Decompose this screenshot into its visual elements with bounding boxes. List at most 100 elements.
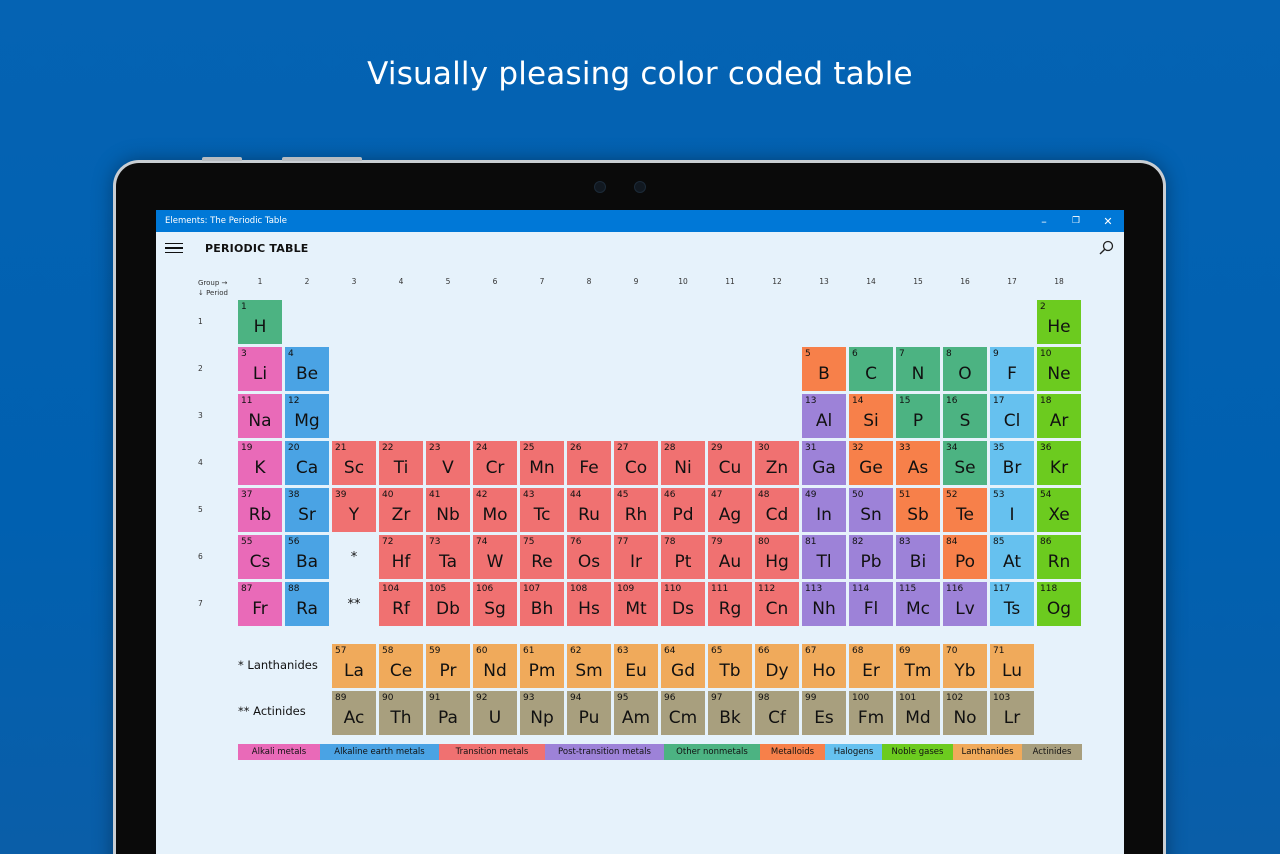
legend-item[interactable]: Halogens [825, 744, 882, 760]
element-cell[interactable]: 11 Na [238, 394, 282, 438]
element-cell[interactable]: 48 Cd [755, 488, 799, 532]
element-cell[interactable]: 99 Es [802, 691, 846, 735]
element-cell[interactable]: 28 Ni [661, 441, 705, 485]
element-cell[interactable]: 17 Cl [990, 394, 1034, 438]
element-cell[interactable]: 58 Ce [379, 644, 423, 688]
restore-button[interactable]: ❐ [1071, 216, 1081, 226]
element-cell[interactable]: 80 Hg [755, 535, 799, 579]
element-cell[interactable]: 91 Pa [426, 691, 470, 735]
legend-item[interactable]: Alkali metals [238, 744, 320, 760]
element-cell[interactable]: 86 Rn [1037, 535, 1081, 579]
element-cell[interactable]: 43 Tc [520, 488, 564, 532]
element-cell[interactable]: 103 Lr [990, 691, 1034, 735]
element-cell[interactable]: 59 Pr [426, 644, 470, 688]
element-cell[interactable]: 117 Ts [990, 582, 1034, 626]
element-cell[interactable]: 78 Pt [661, 535, 705, 579]
element-cell[interactable]: 97 Bk [708, 691, 752, 735]
element-cell[interactable]: 90 Th [379, 691, 423, 735]
element-cell[interactable]: 63 Eu [614, 644, 658, 688]
element-cell[interactable]: 76 Os [567, 535, 611, 579]
element-cell[interactable]: 49 In [802, 488, 846, 532]
element-cell[interactable]: 57 La [332, 644, 376, 688]
element-cell[interactable]: 70 Yb [943, 644, 987, 688]
element-cell[interactable]: 74 W [473, 535, 517, 579]
element-cell[interactable]: 106 Sg [473, 582, 517, 626]
element-cell[interactable]: 88 Ra [285, 582, 329, 626]
element-cell[interactable]: 38 Sr [285, 488, 329, 532]
element-cell[interactable]: 94 Pu [567, 691, 611, 735]
legend-item[interactable]: Actinides [1022, 744, 1082, 760]
element-cell[interactable]: 85 At [990, 535, 1034, 579]
legend-item[interactable]: Alkaline earth metals [320, 744, 439, 760]
element-cell[interactable]: 26 Fe [567, 441, 611, 485]
element-cell[interactable]: 53 I [990, 488, 1034, 532]
element-cell[interactable]: 33 As [896, 441, 940, 485]
element-cell[interactable]: 39 Y [332, 488, 376, 532]
element-cell[interactable]: 108 Hs [567, 582, 611, 626]
element-cell[interactable]: 45 Rh [614, 488, 658, 532]
element-cell[interactable]: 69 Tm [896, 644, 940, 688]
element-cell[interactable]: 77 Ir [614, 535, 658, 579]
element-cell[interactable]: 89 Ac [332, 691, 376, 735]
legend-item[interactable]: Noble gases [882, 744, 953, 760]
legend-item[interactable]: Transition metals [439, 744, 545, 760]
element-cell[interactable]: 84 Po [943, 535, 987, 579]
element-cell[interactable]: 27 Co [614, 441, 658, 485]
element-cell[interactable]: 102 No [943, 691, 987, 735]
element-cell[interactable]: 81 Tl [802, 535, 846, 579]
element-cell[interactable]: 31 Ga [802, 441, 846, 485]
element-cell[interactable]: 107 Bh [520, 582, 564, 626]
element-cell[interactable]: 64 Gd [661, 644, 705, 688]
element-cell[interactable]: 14 Si [849, 394, 893, 438]
element-cell[interactable]: 93 Np [520, 691, 564, 735]
element-cell[interactable]: 67 Ho [802, 644, 846, 688]
element-cell[interactable]: 36 Kr [1037, 441, 1081, 485]
element-cell[interactable]: 32 Ge [849, 441, 893, 485]
element-cell[interactable]: 79 Au [708, 535, 752, 579]
element-cell[interactable]: 52 Te [943, 488, 987, 532]
element-cell[interactable]: 114 Fl [849, 582, 893, 626]
element-cell[interactable]: 65 Tb [708, 644, 752, 688]
element-cell[interactable]: 23 V [426, 441, 470, 485]
element-cell[interactable]: 13 Al [802, 394, 846, 438]
element-cell[interactable]: 19 K [238, 441, 282, 485]
element-cell[interactable]: 82 Pb [849, 535, 893, 579]
element-cell[interactable]: 15 P [896, 394, 940, 438]
element-cell[interactable]: 105 Db [426, 582, 470, 626]
element-cell[interactable]: 30 Zn [755, 441, 799, 485]
element-cell[interactable]: 21 Sc [332, 441, 376, 485]
close-button[interactable]: ✕ [1103, 214, 1113, 228]
element-cell[interactable]: 37 Rb [238, 488, 282, 532]
element-cell[interactable]: 104 Rf [379, 582, 423, 626]
element-cell[interactable]: 42 Mo [473, 488, 517, 532]
element-cell[interactable]: 50 Sn [849, 488, 893, 532]
element-cell[interactable]: 62 Sm [567, 644, 611, 688]
element-cell[interactable]: 2 He [1037, 300, 1081, 344]
element-cell[interactable]: 29 Cu [708, 441, 752, 485]
element-cell[interactable]: 111 Rg [708, 582, 752, 626]
element-cell[interactable]: 54 Xe [1037, 488, 1081, 532]
minimize-button[interactable]: – [1041, 214, 1047, 228]
element-cell[interactable]: 75 Re [520, 535, 564, 579]
element-cell[interactable]: 10 Ne [1037, 347, 1081, 391]
element-cell[interactable]: 87 Fr [238, 582, 282, 626]
legend-item[interactable]: Post-transition metals [545, 744, 664, 760]
element-cell[interactable]: 4 Be [285, 347, 329, 391]
element-cell[interactable]: 98 Cf [755, 691, 799, 735]
element-cell[interactable]: 71 Lu [990, 644, 1034, 688]
element-cell[interactable]: 110 Ds [661, 582, 705, 626]
element-cell[interactable]: 24 Cr [473, 441, 517, 485]
element-cell[interactable]: 109 Mt [614, 582, 658, 626]
element-cell[interactable]: 25 Mn [520, 441, 564, 485]
element-cell[interactable]: 100 Fm [849, 691, 893, 735]
element-cell[interactable]: 113 Nh [802, 582, 846, 626]
element-cell[interactable]: 101 Md [896, 691, 940, 735]
element-cell[interactable]: 72 Hf [379, 535, 423, 579]
element-cell[interactable]: 116 Lv [943, 582, 987, 626]
